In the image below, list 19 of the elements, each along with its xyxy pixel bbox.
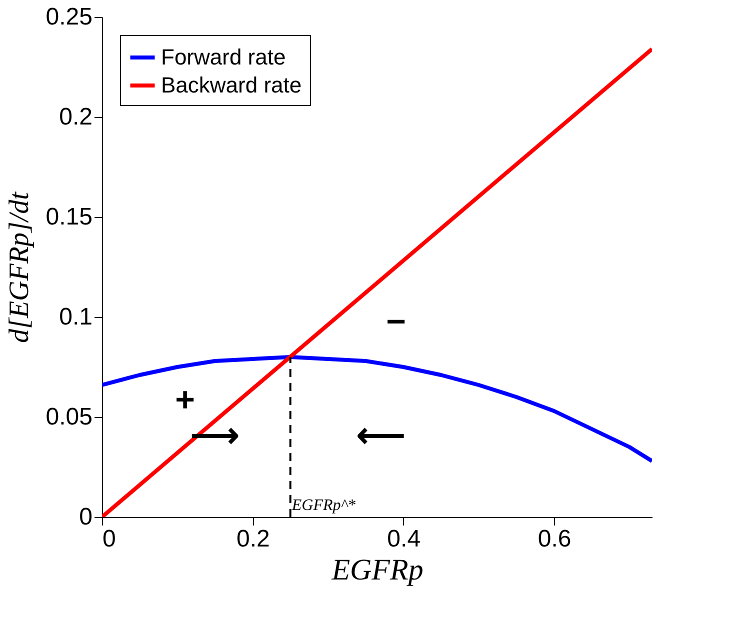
y-tick-label: 0.25 [46, 4, 92, 30]
annotation: EGFRp^* [290, 497, 356, 514]
y-axis-title: d[EGFRp]/dt [4, 190, 35, 343]
y-tick-label: 0.05 [46, 404, 92, 430]
x-axis-title: EGFRp [330, 554, 424, 586]
x-tick-label: 0.4 [387, 526, 421, 552]
y-tick-label: 0.1 [59, 304, 92, 330]
x-tick-label: 0 [102, 526, 116, 552]
y-tick-label: 0 [79, 504, 92, 530]
legend-label: Backward rate [161, 72, 302, 98]
legend-label: Forward rate [161, 44, 286, 70]
annotation: ⟵ [356, 417, 406, 455]
y-tick-label: 0.15 [46, 204, 92, 230]
y-tick-label: 0.2 [59, 104, 92, 130]
annotation: − [386, 303, 406, 341]
annotation: + [175, 381, 195, 419]
line-series [102, 355, 652, 463]
x-tick-label: 0.6 [538, 526, 572, 552]
x-tick-label: 0.2 [236, 526, 270, 552]
